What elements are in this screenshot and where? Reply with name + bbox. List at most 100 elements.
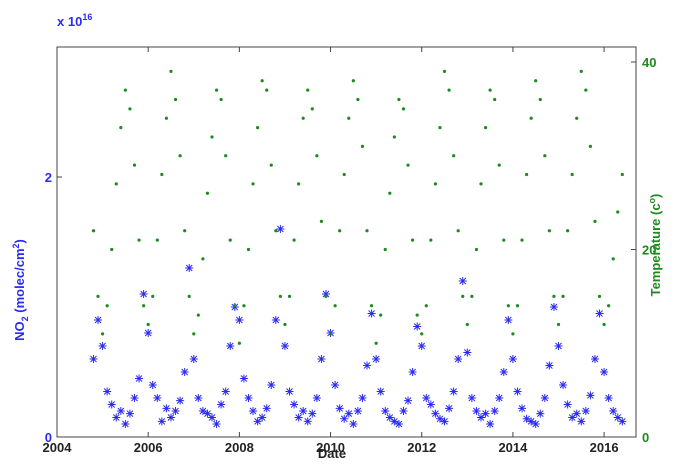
temperature-point [192,332,196,336]
no2-point [435,414,444,423]
temperature-point [283,322,287,327]
no2-point [344,409,353,418]
no2-point [235,316,244,324]
temperature-point [433,182,438,186]
x-tick-label: 2008 [225,440,254,455]
y-axis-label-part: (molec/cm [12,248,27,316]
temperature-point [360,144,365,148]
no2-point [258,413,267,422]
y-tick-label: 0 [45,430,52,445]
no2-point [180,368,189,376]
no2-point [404,396,413,405]
no2-point [340,414,349,423]
y2-tick-label: 40 [642,55,656,70]
temperature-point [351,79,355,83]
no2-point [103,387,112,396]
temperature-point [474,247,479,252]
no2-point [486,420,495,428]
no2-point [189,355,198,363]
temperature-point [255,126,260,130]
temperature-point [164,116,169,120]
temperature-point [137,238,141,242]
temperature-point [132,163,137,167]
temperature-point [292,238,296,242]
no2-point [244,394,253,402]
temperature-point [301,116,305,120]
x-tick-label: 2014 [498,440,528,455]
no2-point [144,329,153,337]
no2-point [294,413,303,422]
temperature-point [616,210,620,214]
no2-point [171,407,180,415]
temperature-point [342,172,346,177]
temperature-point [611,257,615,261]
temperature-point [388,191,392,195]
temperature-point [287,294,292,298]
multiplier-base: x 10 [57,14,82,29]
no2-point [372,355,381,363]
temperature-point [155,238,159,242]
no2-point [335,404,344,413]
temperature-point [470,294,474,298]
no2-point [518,404,527,413]
no2-point [116,407,125,415]
temperature-point [493,97,497,102]
temperature-point [306,88,310,92]
y2-axis-label-part: ) [648,194,663,198]
temperature-point [452,154,456,158]
no2-point [125,409,134,418]
no2-point [445,404,454,413]
temperature-point [520,238,524,242]
temperature-point [442,69,447,73]
no2-point [577,417,586,426]
temperature-point [607,304,611,308]
no2-point [157,417,166,426]
y-axis-label-part: 2 [20,316,30,321]
temperature-point [552,294,556,298]
y2-axis-label-part: Temperature (c [648,203,663,296]
no2-point [107,400,116,409]
temperature-point [169,69,173,73]
temperature-point [365,229,369,233]
temperature-point [196,313,200,317]
no2-point [454,355,463,363]
no2-point [153,394,162,402]
temperature-point [187,294,191,298]
no2-point [481,409,490,418]
no2-point [162,404,171,413]
temperature-point [269,163,273,167]
temperature-point [497,163,501,167]
no2-point [226,342,235,350]
no2-point [267,381,276,389]
y2-axis-label-part: o [647,197,657,203]
no2-point [176,396,185,405]
no2-point [376,387,385,396]
y2-tick-label: 20 [642,243,656,258]
temperature-point [246,247,251,252]
temperature-point [424,304,428,308]
y-axis-label-part: NO [12,321,27,341]
no2-point [239,374,248,383]
no2-point [609,407,618,415]
temperature-point [183,229,187,233]
temperature-point [620,172,624,177]
no2-point [399,407,408,415]
x-tick-label: 2016 [590,440,619,455]
no2-point [130,394,139,402]
temperature-point [178,154,182,158]
y2-tick-label: 0 [642,430,649,445]
no2-point [262,404,271,413]
no2-point [413,322,422,331]
no2-point [185,264,194,272]
no2-point [522,414,531,423]
no2-point [472,407,481,415]
no2-point [504,316,513,324]
temperature-point [566,229,570,233]
temperature-point [465,322,469,327]
temperature-point [538,97,542,102]
no2-point [353,407,362,415]
no2-point [618,417,627,426]
no2-point [148,381,157,389]
temperature-point [374,341,378,345]
no2-point [363,361,372,370]
